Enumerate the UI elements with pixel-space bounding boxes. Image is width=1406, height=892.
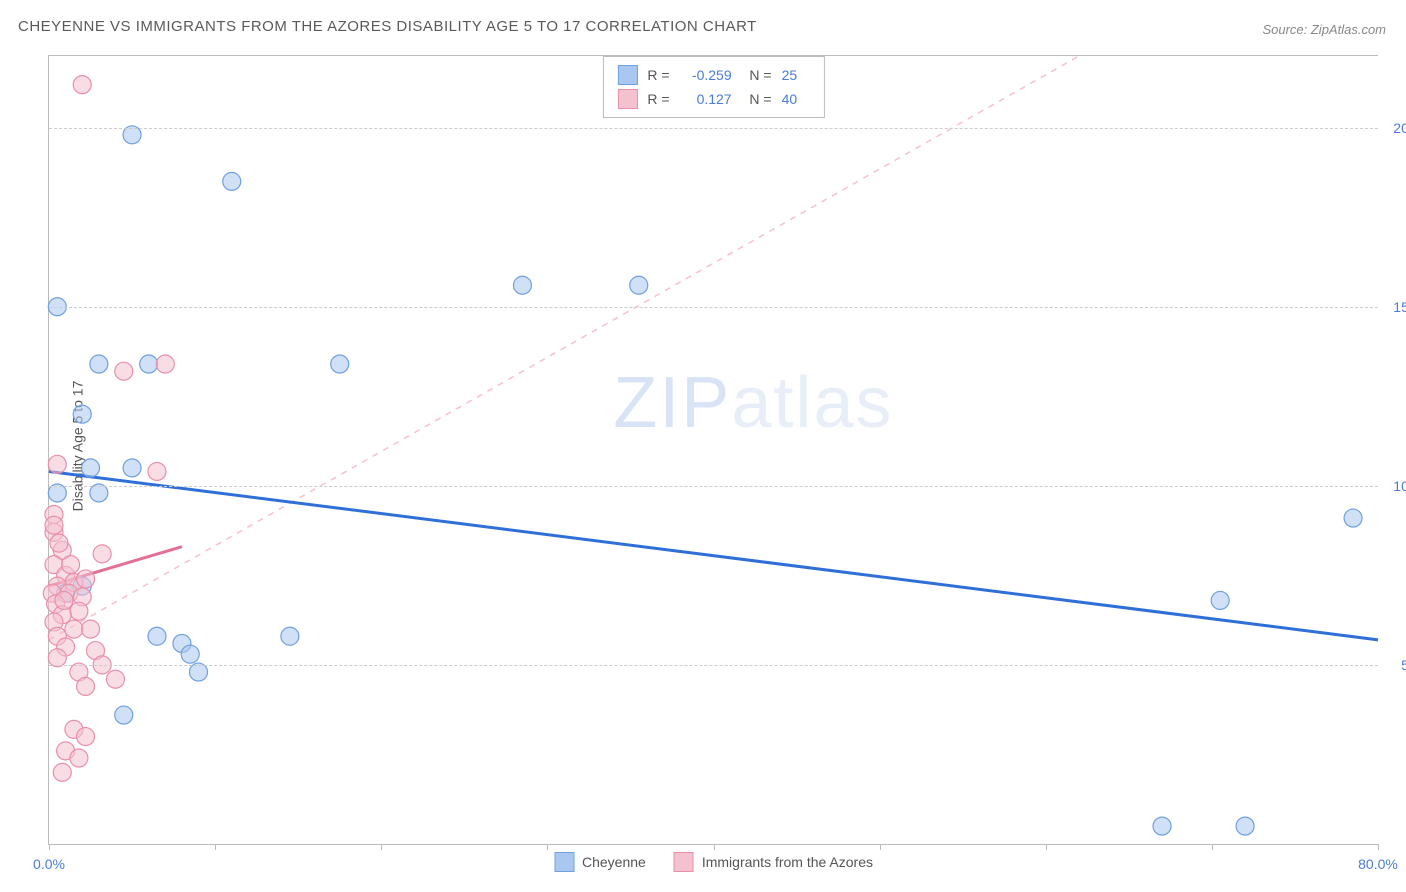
series-legend: Cheyenne Immigrants from the Azores	[554, 852, 873, 872]
data-point	[62, 556, 80, 574]
data-point	[1153, 817, 1171, 835]
data-point	[513, 276, 531, 294]
y-tick-label: 5.0%	[1401, 657, 1406, 673]
stats-r-azores: 0.127	[680, 91, 732, 107]
source-attribution: Source: ZipAtlas.com	[1262, 22, 1386, 37]
y-tick-label: 20.0%	[1393, 120, 1406, 136]
trendline-solid	[49, 471, 1378, 639]
data-point	[50, 534, 68, 552]
data-point	[1236, 817, 1254, 835]
x-tick	[1046, 844, 1047, 850]
data-point	[223, 172, 241, 190]
data-point	[77, 728, 95, 746]
stats-n-label: N =	[742, 91, 772, 107]
scatter-plot-svg	[49, 56, 1378, 844]
stats-r-cheyenne: -0.259	[680, 67, 732, 83]
stats-r-label: R =	[647, 91, 669, 107]
data-point	[93, 545, 111, 563]
data-point	[73, 76, 91, 94]
data-point	[1211, 591, 1229, 609]
stats-n-label: N =	[742, 67, 772, 83]
data-point	[48, 455, 66, 473]
x-tick	[714, 844, 715, 850]
legend-swatch-cheyenne	[554, 852, 574, 872]
stats-row-cheyenne: R = -0.259 N = 25	[617, 63, 809, 87]
data-point	[156, 355, 174, 373]
gridline	[49, 128, 1378, 129]
legend-item-cheyenne: Cheyenne	[554, 852, 646, 872]
stats-n-azores: 40	[782, 91, 810, 107]
swatch-cheyenne	[617, 65, 637, 85]
stats-n-cheyenne: 25	[782, 67, 810, 83]
y-tick-label: 10.0%	[1393, 478, 1406, 494]
data-point	[45, 516, 63, 534]
chart-title: CHEYENNE VS IMMIGRANTS FROM THE AZORES D…	[18, 18, 757, 35]
data-point	[148, 627, 166, 645]
data-point	[115, 706, 133, 724]
correlation-stats-box: R = -0.259 N = 25 R = 0.127 N = 40	[602, 56, 824, 118]
gridline	[49, 307, 1378, 308]
data-point	[123, 459, 141, 477]
data-point	[331, 355, 349, 373]
data-point	[73, 405, 91, 423]
x-tick	[381, 844, 382, 850]
chart-plot-area: ZIPatlas R = -0.259 N = 25 R = 0.127 N =…	[48, 55, 1378, 845]
x-tick	[1212, 844, 1213, 850]
x-tick-label: 0.0%	[33, 856, 65, 872]
data-point	[70, 602, 88, 620]
gridline	[49, 665, 1378, 666]
data-point	[140, 355, 158, 373]
y-tick-label: 15.0%	[1393, 299, 1406, 315]
x-tick	[215, 844, 216, 850]
data-point	[77, 677, 95, 695]
legend-item-azores: Immigrants from the Azores	[674, 852, 873, 872]
data-point	[70, 749, 88, 767]
data-point	[53, 763, 71, 781]
x-tick	[880, 844, 881, 850]
x-tick	[1378, 844, 1379, 850]
stats-r-label: R =	[647, 67, 669, 83]
x-tick	[49, 844, 50, 850]
legend-label-azores: Immigrants from the Azores	[702, 854, 873, 870]
data-point	[90, 355, 108, 373]
data-point	[77, 570, 95, 588]
data-point	[630, 276, 648, 294]
x-tick-label: 80.0%	[1358, 856, 1398, 872]
data-point	[82, 620, 100, 638]
legend-label-cheyenne: Cheyenne	[582, 854, 646, 870]
data-point	[115, 362, 133, 380]
gridline	[49, 486, 1378, 487]
data-point	[148, 462, 166, 480]
data-point	[82, 459, 100, 477]
data-point	[1344, 509, 1362, 527]
data-point	[281, 627, 299, 645]
x-tick	[547, 844, 548, 850]
legend-swatch-azores	[674, 852, 694, 872]
data-point	[55, 591, 73, 609]
trendline-dashed	[49, 56, 1079, 640]
swatch-azores	[617, 89, 637, 109]
data-point	[65, 620, 83, 638]
data-point	[106, 670, 124, 688]
data-point	[181, 645, 199, 663]
stats-row-azores: R = 0.127 N = 40	[617, 87, 809, 111]
